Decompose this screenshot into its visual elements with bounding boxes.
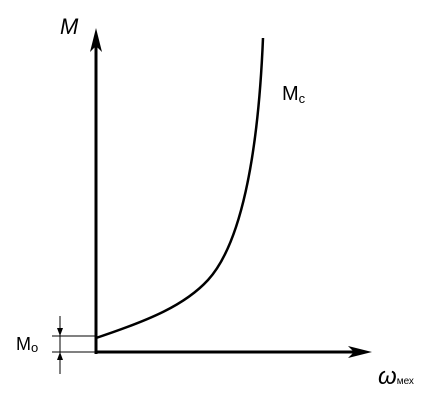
offset-label-subscript: o — [31, 340, 38, 355]
offset-label: Mo — [16, 334, 38, 355]
curve-label-main: M — [282, 83, 299, 105]
y-axis-arrow — [90, 28, 102, 52]
x-axis-arrow — [348, 346, 372, 358]
y-axis-label: M — [60, 14, 79, 39]
offset-label-main: M — [16, 334, 31, 354]
x-axis-label: ωмех — [378, 363, 414, 390]
curve-label-subscript: c — [299, 91, 306, 106]
dimension-arrow — [57, 328, 63, 336]
dimension-arrow — [57, 352, 63, 360]
curve-label: Mc — [282, 83, 306, 106]
load-curve — [95, 37, 265, 340]
x-axis-symbol: ω — [378, 363, 397, 390]
x-axis-subscript: мех — [397, 376, 414, 387]
